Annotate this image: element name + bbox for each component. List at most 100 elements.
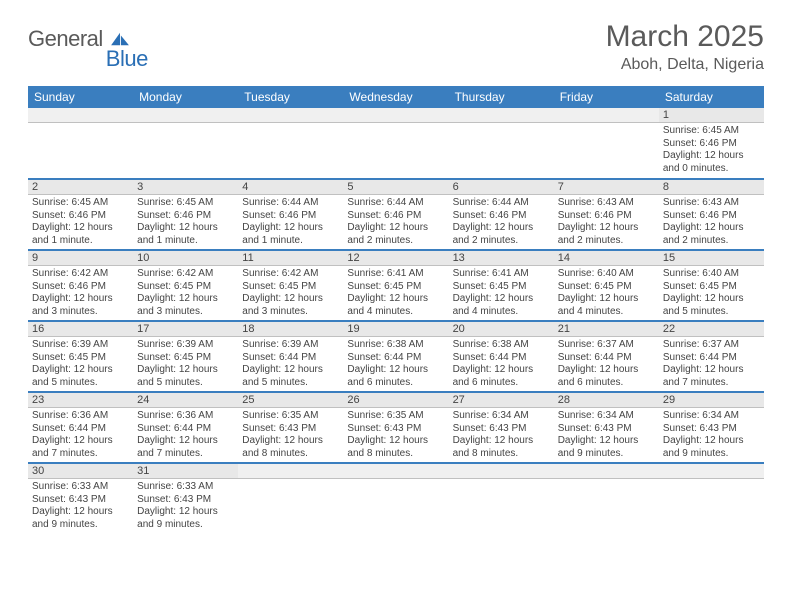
daylight-text-2: and 2 minutes. xyxy=(558,235,655,248)
day-number: 4 xyxy=(238,180,343,195)
daylight-text-1: Daylight: 12 hours xyxy=(558,222,655,235)
day-details: Sunrise: 6:39 AMSunset: 6:45 PMDaylight:… xyxy=(28,337,133,391)
daylight-text-2: and 7 minutes. xyxy=(663,377,760,390)
daylight-text-1: Daylight: 12 hours xyxy=(242,222,339,235)
calendar-day-cell: 28Sunrise: 6:34 AMSunset: 6:43 PMDayligh… xyxy=(554,392,659,463)
daylight-text-2: and 7 minutes. xyxy=(32,448,129,461)
sunrise-text: Sunrise: 6:38 AM xyxy=(347,339,444,352)
sunset-text: Sunset: 6:46 PM xyxy=(558,210,655,223)
calendar-day-cell: 31Sunrise: 6:33 AMSunset: 6:43 PMDayligh… xyxy=(133,463,238,534)
sunrise-text: Sunrise: 6:34 AM xyxy=(453,410,550,423)
daylight-text-2: and 8 minutes. xyxy=(242,448,339,461)
daylight-text-1: Daylight: 12 hours xyxy=(137,293,234,306)
sunset-text: Sunset: 6:44 PM xyxy=(347,352,444,365)
calendar-day-cell: 21Sunrise: 6:37 AMSunset: 6:44 PMDayligh… xyxy=(554,321,659,392)
daylight-text-2: and 9 minutes. xyxy=(663,448,760,461)
daylight-text-2: and 9 minutes. xyxy=(558,448,655,461)
daylight-text-1: Daylight: 12 hours xyxy=(242,293,339,306)
calendar-day-cell: 26Sunrise: 6:35 AMSunset: 6:43 PMDayligh… xyxy=(343,392,448,463)
daylight-text-2: and 4 minutes. xyxy=(558,306,655,319)
calendar-week-row: 2Sunrise: 6:45 AMSunset: 6:46 PMDaylight… xyxy=(28,179,764,250)
sunrise-text: Sunrise: 6:45 AM xyxy=(663,125,760,138)
daylight-text-2: and 6 minutes. xyxy=(347,377,444,390)
sunrise-text: Sunrise: 6:43 AM xyxy=(558,197,655,210)
day-number: 2 xyxy=(28,180,133,195)
day-details: Sunrise: 6:37 AMSunset: 6:44 PMDaylight:… xyxy=(659,337,764,391)
day-details: Sunrise: 6:39 AMSunset: 6:44 PMDaylight:… xyxy=(238,337,343,391)
daylight-text-2: and 5 minutes. xyxy=(137,377,234,390)
calendar-day-cell: 25Sunrise: 6:35 AMSunset: 6:43 PMDayligh… xyxy=(238,392,343,463)
sunrise-text: Sunrise: 6:34 AM xyxy=(558,410,655,423)
day-details: Sunrise: 6:36 AMSunset: 6:44 PMDaylight:… xyxy=(133,408,238,462)
day-details: Sunrise: 6:34 AMSunset: 6:43 PMDaylight:… xyxy=(554,408,659,462)
weekday-header-row: SundayMondayTuesdayWednesdayThursdayFrid… xyxy=(28,86,764,108)
sunrise-text: Sunrise: 6:36 AM xyxy=(32,410,129,423)
daylight-text-2: and 3 minutes. xyxy=(32,306,129,319)
day-details: Sunrise: 6:42 AMSunset: 6:46 PMDaylight:… xyxy=(28,266,133,320)
day-number: 23 xyxy=(28,393,133,408)
day-details: Sunrise: 6:43 AMSunset: 6:46 PMDaylight:… xyxy=(659,195,764,249)
day-details: Sunrise: 6:44 AMSunset: 6:46 PMDaylight:… xyxy=(449,195,554,249)
sunset-text: Sunset: 6:44 PM xyxy=(453,352,550,365)
day-number: 14 xyxy=(554,251,659,266)
daylight-text-2: and 7 minutes. xyxy=(137,448,234,461)
sunrise-text: Sunrise: 6:42 AM xyxy=(242,268,339,281)
sunset-text: Sunset: 6:43 PM xyxy=(242,423,339,436)
day-number: 30 xyxy=(28,464,133,479)
day-details: Sunrise: 6:45 AMSunset: 6:46 PMDaylight:… xyxy=(133,195,238,249)
day-number: 6 xyxy=(449,180,554,195)
sunset-text: Sunset: 6:45 PM xyxy=(137,352,234,365)
sunrise-text: Sunrise: 6:33 AM xyxy=(32,481,129,494)
day-number xyxy=(449,464,554,479)
calendar-week-row: 23Sunrise: 6:36 AMSunset: 6:44 PMDayligh… xyxy=(28,392,764,463)
sunrise-text: Sunrise: 6:39 AM xyxy=(32,339,129,352)
calendar-day-cell xyxy=(554,108,659,179)
day-number xyxy=(449,108,554,123)
daylight-text-2: and 3 minutes. xyxy=(137,306,234,319)
day-details: Sunrise: 6:34 AMSunset: 6:43 PMDaylight:… xyxy=(449,408,554,462)
daylight-text-1: Daylight: 12 hours xyxy=(137,506,234,519)
calendar-week-row: 16Sunrise: 6:39 AMSunset: 6:45 PMDayligh… xyxy=(28,321,764,392)
weekday-header: Wednesday xyxy=(343,86,448,108)
day-number: 10 xyxy=(133,251,238,266)
calendar-day-cell xyxy=(449,463,554,534)
sunrise-text: Sunrise: 6:44 AM xyxy=(242,197,339,210)
sunrise-text: Sunrise: 6:41 AM xyxy=(347,268,444,281)
daylight-text-1: Daylight: 12 hours xyxy=(663,435,760,448)
day-number: 29 xyxy=(659,393,764,408)
daylight-text-1: Daylight: 12 hours xyxy=(558,435,655,448)
sunset-text: Sunset: 6:45 PM xyxy=(242,281,339,294)
sunset-text: Sunset: 6:44 PM xyxy=(137,423,234,436)
sunrise-text: Sunrise: 6:37 AM xyxy=(663,339,760,352)
daylight-text-1: Daylight: 12 hours xyxy=(558,364,655,377)
day-number: 24 xyxy=(133,393,238,408)
header: GeneralBlue March 2025 Aboh, Delta, Nige… xyxy=(28,20,764,74)
weekday-header: Saturday xyxy=(659,86,764,108)
daylight-text-1: Daylight: 12 hours xyxy=(32,293,129,306)
calendar-day-cell: 24Sunrise: 6:36 AMSunset: 6:44 PMDayligh… xyxy=(133,392,238,463)
day-details: Sunrise: 6:44 AMSunset: 6:46 PMDaylight:… xyxy=(343,195,448,249)
sunrise-text: Sunrise: 6:42 AM xyxy=(32,268,129,281)
daylight-text-1: Daylight: 12 hours xyxy=(347,293,444,306)
day-number: 25 xyxy=(238,393,343,408)
day-details: Sunrise: 6:44 AMSunset: 6:46 PMDaylight:… xyxy=(238,195,343,249)
sunrise-text: Sunrise: 6:45 AM xyxy=(137,197,234,210)
daylight-text-1: Daylight: 12 hours xyxy=(242,364,339,377)
day-number: 11 xyxy=(238,251,343,266)
sunset-text: Sunset: 6:44 PM xyxy=(32,423,129,436)
daylight-text-1: Daylight: 12 hours xyxy=(347,222,444,235)
day-details: Sunrise: 6:42 AMSunset: 6:45 PMDaylight:… xyxy=(238,266,343,320)
sunset-text: Sunset: 6:43 PM xyxy=(663,423,760,436)
sunrise-text: Sunrise: 6:40 AM xyxy=(558,268,655,281)
sunset-text: Sunset: 6:45 PM xyxy=(663,281,760,294)
calendar-day-cell: 9Sunrise: 6:42 AMSunset: 6:46 PMDaylight… xyxy=(28,250,133,321)
daylight-text-2: and 9 minutes. xyxy=(137,519,234,532)
sunset-text: Sunset: 6:44 PM xyxy=(663,352,760,365)
calendar-week-row: 9Sunrise: 6:42 AMSunset: 6:46 PMDaylight… xyxy=(28,250,764,321)
sunrise-text: Sunrise: 6:37 AM xyxy=(558,339,655,352)
page: GeneralBlue March 2025 Aboh, Delta, Nige… xyxy=(0,0,792,554)
day-number xyxy=(28,108,133,123)
weekday-header: Thursday xyxy=(449,86,554,108)
location: Aboh, Delta, Nigeria xyxy=(606,56,764,74)
sunset-text: Sunset: 6:43 PM xyxy=(453,423,550,436)
